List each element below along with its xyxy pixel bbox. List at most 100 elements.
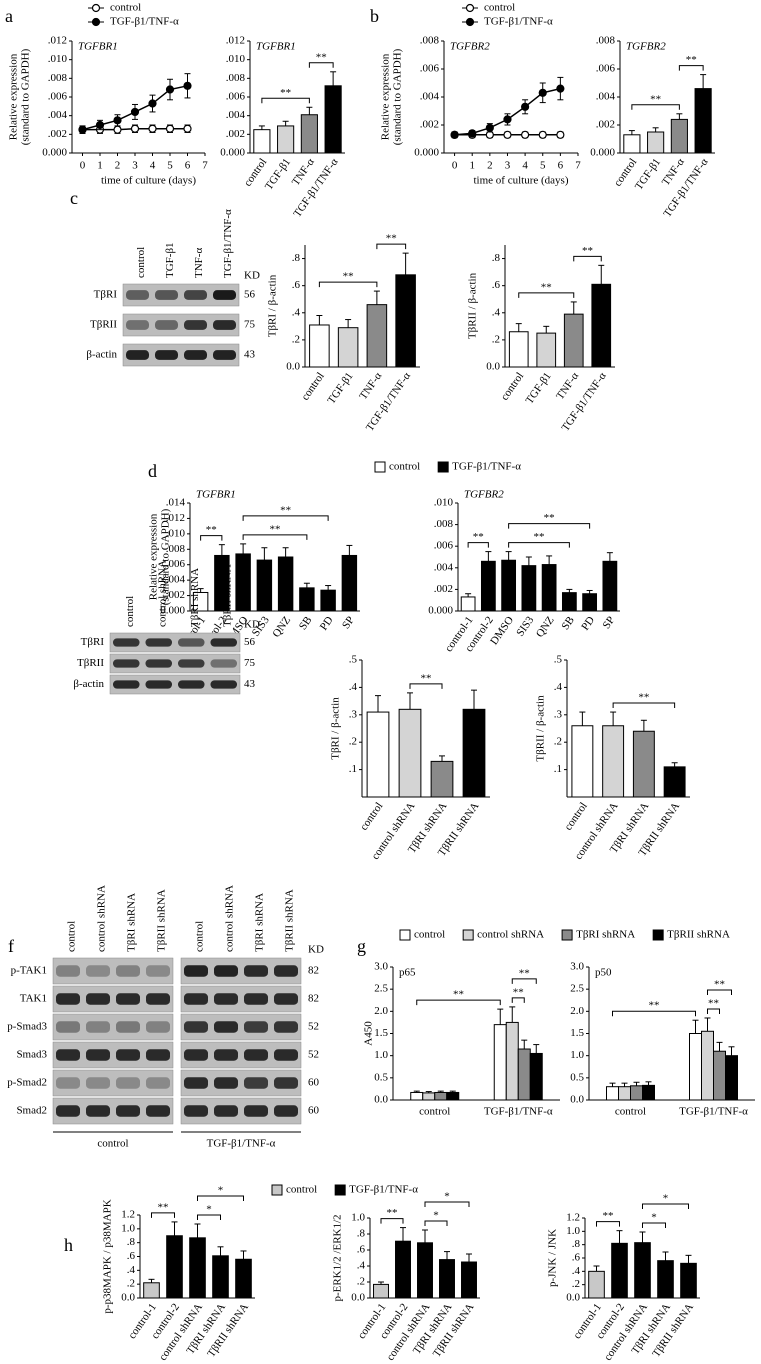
y-tick-label: .2 <box>357 1276 365 1288</box>
kd-label: 52 <box>308 1049 319 1061</box>
legend-label: TGF-β1/TNF-α <box>484 16 553 28</box>
y-tick-label: 1.0 <box>570 1049 584 1061</box>
blot-background <box>109 653 241 674</box>
x-tick-label: TGF-β1 <box>263 156 293 192</box>
chart-title: TGFBR1 <box>196 489 236 501</box>
y-tick-label: 0.000 <box>42 147 67 159</box>
blot-band <box>56 1105 80 1117</box>
kd-label: 56 <box>244 636 256 648</box>
y-tick-label: .008 <box>48 72 68 84</box>
blot-band <box>145 680 172 689</box>
legend-label: control <box>484 2 515 14</box>
y-tick-label: .004 <box>48 109 68 121</box>
blot-background <box>52 1069 174 1097</box>
bar <box>561 592 577 612</box>
y-tick-label: 0.000 <box>590 147 615 159</box>
marker <box>521 102 530 111</box>
y-tick-label: 0.5 <box>570 1071 584 1083</box>
group-label: control <box>97 1138 128 1150</box>
significance-bracket <box>197 1214 221 1220</box>
y-tick-label: 0.0 <box>286 361 300 373</box>
blot-band <box>146 1021 170 1033</box>
bar <box>632 730 655 798</box>
y-tick-label: .004 <box>166 574 186 586</box>
blot-band <box>184 1105 208 1117</box>
bar <box>591 283 612 368</box>
marker <box>165 124 175 133</box>
significance-label: ** <box>582 245 593 257</box>
kd-label: 56 <box>244 289 256 301</box>
legend-label: control <box>286 1184 317 1196</box>
x-tick-label: 2 <box>115 160 121 172</box>
marker <box>183 124 192 133</box>
y-tick-label: 0.000 <box>220 147 245 159</box>
blot-band <box>214 1105 238 1117</box>
significance-bracket <box>242 534 308 540</box>
x-tick-label: control <box>419 1106 450 1118</box>
y-axis-label: (standard to GAPDH) <box>20 48 32 145</box>
y-axis-label: p-p38MAPK / p38MAPK <box>102 1199 114 1313</box>
legend-swatch <box>334 1184 346 1196</box>
y-tick-label: .004 <box>596 91 616 103</box>
bar <box>320 589 336 612</box>
blot-band <box>210 638 237 647</box>
marker <box>148 99 157 108</box>
legend-marker <box>465 3 475 13</box>
y-tick-label: .006 <box>434 540 454 552</box>
y-tick-label: .004 <box>420 91 440 103</box>
blot-band <box>244 1049 268 1061</box>
row-label: β-actin <box>73 678 104 690</box>
marker <box>95 120 105 130</box>
x-tick-label: control <box>299 370 327 402</box>
legend-swatch <box>399 929 411 941</box>
bar <box>517 1048 531 1101</box>
significance-bracket <box>261 97 310 104</box>
y-tick-label: .4 <box>349 681 358 693</box>
x-tick-label: 6 <box>558 160 564 172</box>
bar <box>373 1283 389 1299</box>
y-tick-label: .010 <box>434 497 454 509</box>
y-tick-label: .2 <box>127 1278 135 1290</box>
blot-band <box>86 1077 110 1089</box>
y-tick-label: .1 <box>349 763 357 775</box>
x-tick-label: SB <box>559 614 577 632</box>
blot-band <box>184 350 207 360</box>
kd-label: 52 <box>308 1021 319 1033</box>
blot-band <box>56 965 80 977</box>
blot-band <box>116 1105 140 1117</box>
y-tick-label: .006 <box>596 63 616 75</box>
blot-background <box>109 632 241 653</box>
bar <box>235 553 251 612</box>
lane-label: TβRI shRNA <box>126 893 138 952</box>
blot-band <box>274 1049 298 1061</box>
significance-bracket <box>642 1203 689 1209</box>
kd-label: 82 <box>308 965 319 977</box>
y-tick-label: .006 <box>48 91 68 103</box>
blot-band <box>214 1077 238 1089</box>
bar <box>571 725 594 798</box>
significance-label: ** <box>270 523 281 535</box>
x-tick-label: 3 <box>505 160 511 172</box>
y-tick-label: 0.0 <box>570 1094 584 1106</box>
panel-letter: g <box>357 936 366 956</box>
y-axis-label: A450 <box>363 1021 375 1046</box>
x-tick-label: control <box>358 800 386 832</box>
lane-label: TβRII shRNA <box>284 889 296 952</box>
y-tick-label: .008 <box>434 518 454 530</box>
kd-label: 82 <box>308 993 319 1005</box>
significance-bracket <box>376 243 407 250</box>
significance-bracket <box>707 1008 720 1014</box>
significance-label: ** <box>280 87 291 99</box>
bar <box>143 1282 160 1299</box>
significance-label: ** <box>513 986 524 998</box>
y-tick-label: .4 <box>492 306 501 318</box>
marker <box>183 81 192 90</box>
blot-band <box>184 320 207 330</box>
y-tick-label: .6 <box>357 1244 366 1256</box>
blot-band <box>116 1077 140 1089</box>
row-label: TβRII <box>90 319 117 331</box>
lane-label: control <box>194 921 206 952</box>
y-tick-label: .002 <box>48 128 67 140</box>
y-tick-label: .2 <box>554 736 562 748</box>
bar <box>277 125 295 154</box>
